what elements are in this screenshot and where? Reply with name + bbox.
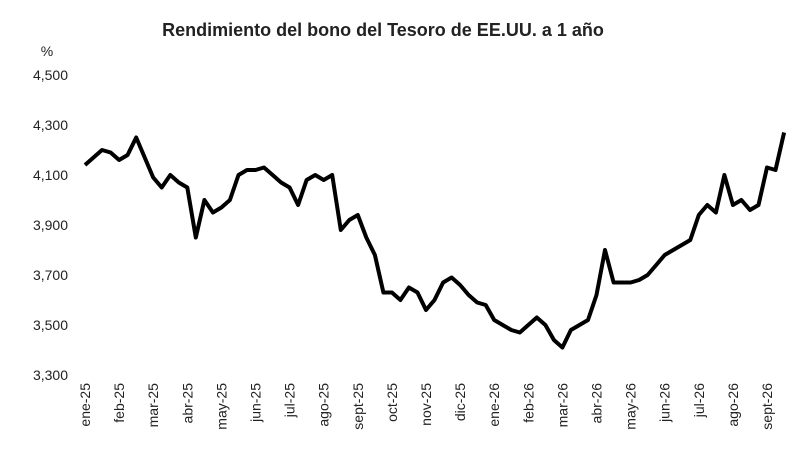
x-tick-label: ene-25 (77, 383, 93, 427)
chart-title: Rendimiento del bono del Tesoro de EE.UU… (162, 20, 604, 40)
x-tick-label: mar-25 (145, 383, 161, 428)
x-tick-label: jul-26 (691, 383, 707, 418)
y-tick-label: 4,500 (33, 67, 68, 83)
x-tick-label: abr-26 (589, 383, 605, 424)
y-tick-label: 4,300 (33, 117, 68, 133)
x-tick-label: mar-26 (554, 383, 570, 428)
x-tick-label: feb-26 (520, 383, 536, 423)
x-tick-label: ene-26 (486, 383, 502, 427)
x-tick-label: jul-25 (282, 383, 298, 418)
y-tick-label: 3,500 (33, 317, 68, 333)
y-tick-label: 3,900 (33, 217, 68, 233)
x-tick-label: abr-25 (179, 383, 195, 424)
x-tick-label: may-26 (623, 383, 639, 430)
x-tick-label: sept-25 (350, 383, 366, 430)
x-tick-label: may-25 (213, 383, 229, 430)
x-tick-label: ago-25 (316, 383, 332, 427)
x-tick-label: jun-26 (657, 383, 673, 423)
x-tick-label: dic-25 (452, 383, 468, 421)
x-tick-label: jun-25 (248, 383, 264, 423)
x-tick-label: feb-25 (111, 383, 127, 423)
y-tick-label: 3,700 (33, 267, 68, 283)
x-tick-label: sept-26 (759, 383, 775, 430)
x-tick-label: nov-25 (418, 383, 434, 426)
x-tick-label: ago-26 (725, 383, 741, 427)
x-tick-label: oct-25 (384, 383, 400, 422)
y-tick-label: 3,300 (33, 367, 68, 383)
line-series (83, 132, 787, 350)
y-axis-label: % (41, 43, 53, 59)
y-tick-label: 4,100 (33, 167, 68, 183)
